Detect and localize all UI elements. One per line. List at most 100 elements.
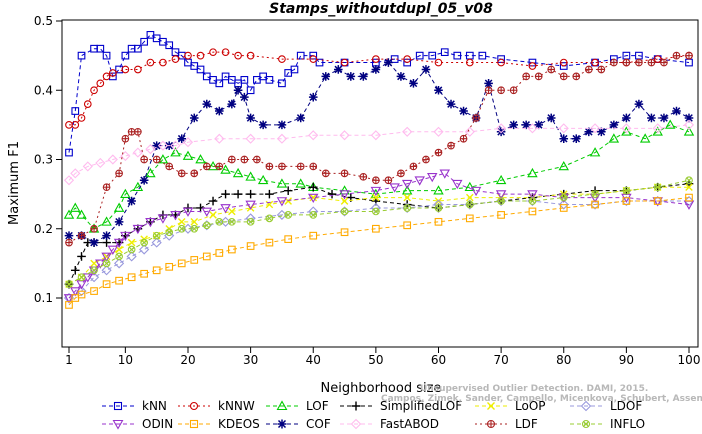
data-point [409, 162, 418, 171]
data-point [139, 175, 149, 185]
data-point [128, 246, 135, 253]
data-point [621, 126, 632, 136]
data-point [497, 197, 505, 205]
data-point [589, 123, 601, 134]
data-point [403, 204, 412, 212]
data-point [401, 179, 413, 190]
data-point [572, 73, 580, 80]
data-point [452, 179, 463, 190]
data-point [229, 219, 235, 225]
series-line [68, 183, 690, 285]
data-point [89, 238, 99, 247]
data-point [561, 194, 567, 201]
data-point [265, 162, 274, 171]
data-point [233, 189, 243, 199]
data-point [284, 211, 293, 219]
data-point [189, 419, 199, 429]
data-point [397, 169, 405, 178]
data-point [509, 120, 518, 130]
data-point [685, 52, 693, 59]
data-point [241, 156, 248, 163]
data-point [591, 58, 599, 67]
data-point [446, 99, 456, 109]
data-point [403, 193, 411, 202]
data-point [95, 157, 106, 169]
data-point [265, 238, 274, 247]
x-tick-label: 90 [619, 353, 634, 367]
data-point [283, 186, 293, 195]
data-point [528, 197, 537, 205]
data-point [672, 51, 681, 60]
data-point [276, 178, 288, 188]
data-point [296, 51, 305, 60]
data-point [559, 193, 568, 202]
data-point [191, 226, 197, 232]
data-point [385, 176, 392, 184]
data-point [209, 211, 217, 219]
legend-label: LoOP [515, 399, 546, 413]
legend-item-lof: LOF [266, 399, 329, 413]
data-point [190, 218, 199, 226]
data-point [459, 134, 468, 143]
data-point [581, 419, 591, 429]
legend-item-inflo: INFLO [570, 417, 645, 431]
data-point [529, 198, 536, 204]
data-point [495, 174, 507, 185]
data-point [560, 73, 568, 80]
data-point [583, 421, 589, 427]
data-point [580, 400, 592, 412]
data-point [120, 188, 131, 198]
legend-item-kdeos: KDEOS [178, 417, 260, 431]
data-point [339, 130, 350, 141]
legend-item-simplifiedlof: SimplifiedLOF [340, 399, 462, 413]
data-point [558, 161, 569, 171]
data-point [71, 107, 80, 115]
data-point [165, 41, 174, 50]
data-point [90, 224, 98, 233]
data-point [547, 66, 555, 73]
data-point [654, 184, 661, 190]
x-tick-label: 20 [180, 353, 195, 367]
series-layer [63, 30, 695, 309]
data-point [403, 221, 412, 230]
data-point [77, 273, 86, 282]
data-point [589, 147, 601, 157]
data-point [534, 72, 543, 81]
data-point [340, 207, 349, 216]
data-point [276, 400, 288, 411]
data-point [232, 167, 244, 178]
data-point [351, 401, 361, 411]
data-point [435, 149, 442, 156]
data-point [66, 281, 72, 287]
data-point [152, 141, 161, 150]
data-point [527, 123, 538, 134]
data-point [102, 51, 111, 60]
data-point [115, 169, 123, 178]
data-point [196, 65, 205, 74]
data-point [179, 226, 185, 232]
legend-label: INFLO [610, 417, 645, 431]
data-point [558, 123, 569, 134]
series-kdeos [65, 193, 693, 309]
data-point [495, 190, 507, 200]
data-point [71, 121, 80, 129]
data-point [245, 133, 256, 144]
data-point [402, 126, 413, 137]
data-point [140, 238, 149, 247]
data-point [107, 245, 119, 255]
data-point [246, 113, 255, 123]
data-point [115, 252, 123, 261]
data-point [70, 266, 80, 275]
data-point [77, 231, 86, 240]
data-point [145, 144, 156, 155]
data-point [285, 212, 291, 218]
data-point [464, 181, 476, 192]
legend-item-knn: kNN [102, 399, 167, 413]
data-point [497, 211, 505, 219]
data-point [559, 62, 568, 70]
data-point [584, 65, 593, 74]
data-point [65, 239, 73, 246]
data-point [309, 231, 318, 240]
data-point [65, 301, 73, 309]
data-point [190, 169, 199, 178]
